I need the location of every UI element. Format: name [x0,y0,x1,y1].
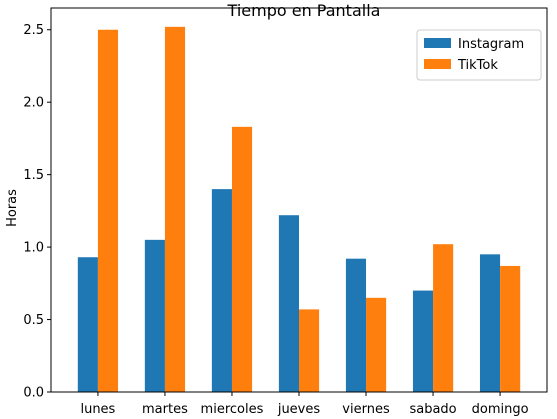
legend-swatch-tiktok [424,59,451,69]
y-tick-label: 1.5 [23,168,44,183]
bar-instagram-domingo [479,254,501,392]
legend-label-tiktok: TikTok [457,58,498,73]
legend-label-instagram: Instagram [458,37,524,52]
y-axis-ticks: 0.0 0.5 1.0 1.5 2.0 2.5 [23,23,51,401]
legend: Instagram TikTok [416,29,542,81]
bar-instagram-sabado [412,290,434,392]
y-tick-label: 2.5 [23,23,44,38]
bar-instagram-lunes [77,257,98,392]
bar-tiktok-viernes [366,297,387,392]
x-tick-label: miercoles [201,402,264,417]
bars-group [77,26,521,393]
x-tick-label: viernes [342,402,390,417]
bar-instagram-viernes [345,258,367,392]
x-tick-label: jueves [277,402,321,417]
y-tick-label: 1.0 [23,241,44,256]
x-tick-label: domingo [472,402,529,417]
x-axis-ticks: lunes martes miercoles jueves viernes sabado d… [80,392,529,417]
y-tick-label: 2.0 [23,96,44,111]
plot-frame [50,7,548,393]
x-tick-label: lunes [80,402,115,417]
bar-tiktok-martes [164,26,186,392]
bar-instagram-martes [144,239,165,392]
bar-tiktok-lunes [97,29,119,393]
y-axis-label: Horas [5,189,20,227]
y-tick-label: 0.5 [23,313,44,328]
bar-instagram-jueves [278,215,299,392]
bar-tiktok-jueves [299,309,320,392]
bar-tiktok-domingo [500,265,521,392]
x-tick-label: sabado [409,402,456,417]
chart-title: Tiempo en Pantalla [227,1,381,20]
bar-tiktok-miercoles [231,126,253,393]
bar-tiktok-sabado [433,244,454,392]
x-tick-label: martes [142,402,188,417]
bar-instagram-miercoles [211,189,232,392]
legend-swatch-instagram [424,38,451,48]
y-tick-label: 0.0 [23,386,44,401]
